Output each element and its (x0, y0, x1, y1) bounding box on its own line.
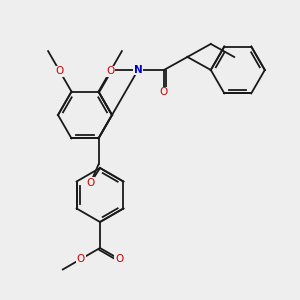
Text: O: O (106, 66, 114, 76)
Text: O: O (56, 66, 64, 76)
Text: N: N (134, 65, 142, 75)
Text: O: O (87, 178, 95, 188)
Text: O: O (77, 254, 85, 264)
Text: O: O (115, 254, 123, 264)
Text: O: O (160, 87, 168, 97)
